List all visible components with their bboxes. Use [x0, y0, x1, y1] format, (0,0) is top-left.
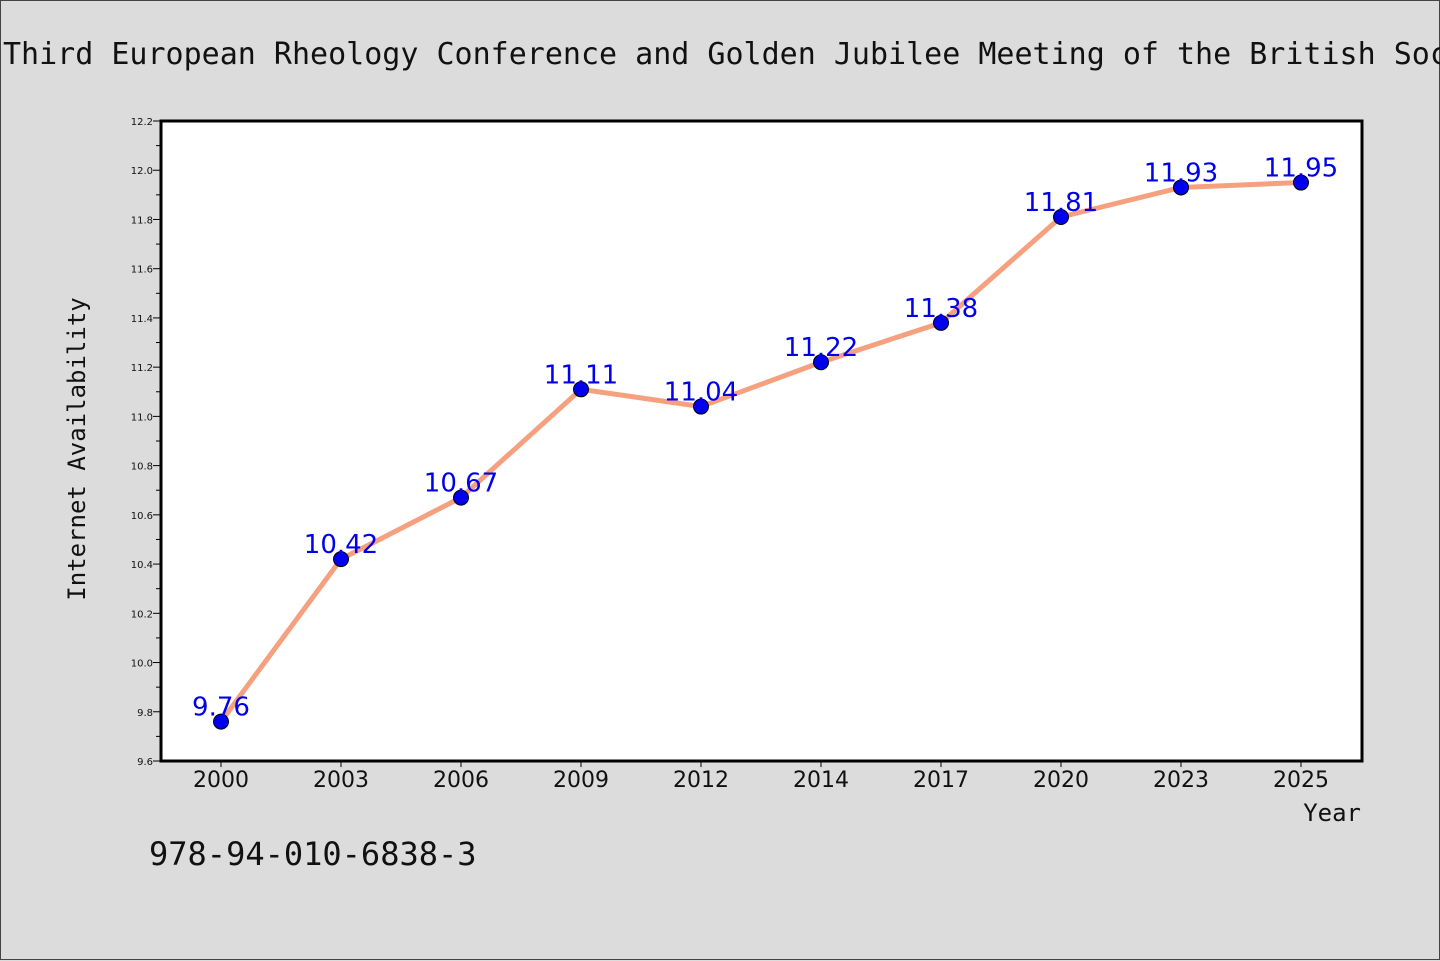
- y-tick-label: 10.6: [131, 511, 153, 522]
- x-tick-label: 2009: [553, 768, 609, 793]
- series-line: [218, 180, 1304, 725]
- data-point: [573, 381, 589, 398]
- y-tick-label: 10.2: [131, 609, 153, 620]
- data-label: 11.11: [544, 360, 618, 390]
- x-tick-label: 2000: [193, 768, 249, 793]
- plot-area: [161, 121, 1362, 761]
- x-tick-label: 2003: [313, 768, 369, 793]
- data-label: 10.42: [304, 530, 378, 560]
- y-axis: 9.6 9.8 10.0 10.2 10.4 10.6 10.8 11.0 11.2 11.4 11…: [131, 117, 161, 768]
- x-tick-label: 2006: [433, 768, 489, 793]
- y-tick-label: 11.6: [131, 265, 153, 276]
- data-point: [453, 489, 469, 506]
- chart-title: Third European Rheology Conference and G…: [3, 37, 1440, 72]
- data-point: [1053, 209, 1069, 225]
- y-tick-label: 11.0: [131, 412, 153, 423]
- data-label: 11.04: [664, 378, 738, 408]
- x-tick-label: 2020: [1033, 768, 1089, 793]
- y-tick-label: 11.8: [131, 215, 153, 226]
- data-label: 9.76: [192, 693, 250, 723]
- data-point: [1293, 174, 1309, 191]
- x-tick-label: 2023: [1153, 768, 1209, 793]
- data-point: [1173, 179, 1189, 196]
- y-tick-label: 11.4: [131, 314, 153, 325]
- x-tick-label: 2012: [673, 768, 729, 793]
- y-tick-label: 10.8: [131, 462, 153, 473]
- plot-border: [159, 119, 1364, 763]
- data-label: 10.67: [424, 469, 498, 499]
- x-tick-label: 2017: [913, 768, 969, 793]
- series-group: [213, 174, 1309, 730]
- data-point: [813, 354, 829, 371]
- data-label: 11.38: [904, 294, 978, 324]
- x-tick-label: 2014: [793, 768, 849, 793]
- y-tick-label: 10.0: [131, 659, 153, 670]
- footnote-isbn: 978-94-010-6838-3: [149, 835, 477, 873]
- data-point: [693, 398, 709, 415]
- y-tick-label: 12.0: [131, 166, 153, 177]
- data-labels: 9.76 10.42 10.67 11.11 11.04 11.22 11.38 11.81 1…: [192, 154, 1338, 723]
- x-axis-label: Year: [1303, 799, 1361, 827]
- y-tick-label: 11.2: [131, 363, 153, 374]
- x-axis: 2000 2003 2006 2009 2012 2014 2017 2020 2023 2025: [193, 761, 1329, 793]
- data-label: 11.22: [784, 333, 858, 363]
- data-label: 11.93: [1144, 158, 1218, 188]
- data-point: [933, 314, 949, 331]
- y-tick-label: 9.8: [137, 708, 153, 719]
- data-label: 11.81: [1024, 188, 1098, 218]
- data-label: 11.95: [1264, 154, 1338, 184]
- y-axis-label: Internet Availability: [63, 297, 91, 600]
- data-point: [213, 713, 229, 730]
- y-tick-label: 10.4: [131, 560, 153, 571]
- y-tick-label: 9.6: [137, 757, 153, 768]
- y-tick-label: 12.2: [131, 117, 153, 128]
- data-point: [333, 551, 349, 568]
- x-tick-label: 2025: [1273, 768, 1329, 793]
